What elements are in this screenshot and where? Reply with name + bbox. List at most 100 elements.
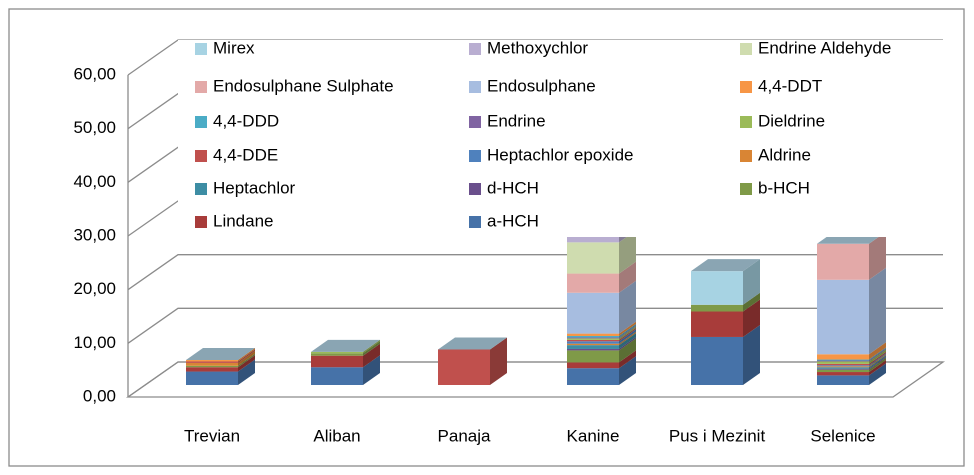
bar-segment <box>567 292 619 334</box>
x-tick-label: Trevian <box>184 426 240 445</box>
legend-label: Methoxychlor <box>487 38 588 57</box>
legend-label: 4,4-DDT <box>758 76 822 95</box>
bar-segment <box>567 368 619 385</box>
bar-segment-side <box>619 350 636 369</box>
legend-label: Heptachlor <box>213 178 296 197</box>
bar-segment <box>817 361 869 364</box>
bar-segment <box>567 343 619 346</box>
bar-segment-side <box>743 259 760 305</box>
bar-segment-side <box>619 321 636 337</box>
bar-segment <box>817 372 869 376</box>
bar-segment <box>567 341 619 344</box>
y-tick-label: 50,00 <box>73 118 116 137</box>
bar-segment-side <box>619 338 636 363</box>
x-tick-label: Panaja <box>438 426 491 445</box>
legend-label: d-HCH <box>487 178 539 197</box>
legend: Mirex Methoxychlor Endrine Aldehyde Endosul… <box>178 38 943 237</box>
bar-segment-side <box>238 355 255 372</box>
bar-top <box>691 259 760 272</box>
bar-segment <box>817 359 869 361</box>
bar-segment <box>817 368 869 370</box>
bar-segment-side <box>619 327 636 342</box>
bar-segment-side <box>619 280 636 334</box>
bar-segment-side <box>238 350 255 366</box>
bar-segment <box>567 345 619 349</box>
bar-segment-side <box>619 336 636 351</box>
bar-segment-side <box>619 329 636 344</box>
bar-segment-side <box>743 324 760 385</box>
bar-segment-side <box>363 355 380 385</box>
legend-swatch <box>469 43 481 55</box>
bar-segment-side <box>869 363 886 385</box>
legend-label: Endrine Aldehyde <box>758 38 891 57</box>
bar-segment <box>817 243 869 280</box>
legend-swatch <box>740 116 752 128</box>
bar-segment-side <box>869 349 886 364</box>
bar-segment <box>567 242 619 274</box>
bar-segment-side <box>619 324 636 338</box>
bar-segment-side <box>363 339 380 354</box>
grid-line <box>127 254 943 291</box>
legend-label: Endosulphane <box>487 76 596 95</box>
bar-segment <box>186 367 238 372</box>
bar-segment <box>691 311 743 337</box>
bar-top <box>438 337 507 350</box>
legend-swatch <box>469 216 481 228</box>
legend-label: Mirex <box>213 38 255 57</box>
legend-label: Lindane <box>213 211 274 230</box>
bar-segment <box>817 354 869 360</box>
bar-segment-side <box>619 325 636 339</box>
bar-segment-side <box>363 341 380 356</box>
bar-segment-side <box>743 292 760 312</box>
bar-segment <box>691 336 743 385</box>
legend-label: 4,4-DDD <box>213 111 279 130</box>
bar-segment-side <box>869 353 886 367</box>
bar-segment <box>567 338 619 340</box>
bar-segment <box>817 369 869 373</box>
legend-label: Endosulphane Sulphate <box>213 76 394 95</box>
legend-label: Endrine <box>487 111 546 130</box>
legend-swatch <box>740 43 752 55</box>
legend-label: Aldrine <box>758 145 811 164</box>
bar-segment <box>186 360 238 362</box>
bar-segment <box>817 363 869 366</box>
grid-line <box>127 361 943 398</box>
legend-swatch <box>195 216 207 228</box>
legend-swatch <box>740 150 752 162</box>
bar-segment-side <box>619 333 636 349</box>
bar-segment <box>186 362 238 366</box>
bar-segment-side <box>869 347 886 361</box>
bar-segment-side <box>869 348 886 362</box>
bar-segment <box>186 361 238 363</box>
bar-segment-side <box>619 261 636 293</box>
legend-swatch <box>740 183 752 195</box>
y-tick-label: 60,00 <box>73 64 116 83</box>
bar-segment-side <box>238 349 255 363</box>
bar-segment-side <box>869 351 886 366</box>
legend-swatch <box>469 116 481 128</box>
bar-segment-side <box>363 343 380 368</box>
bar-segment <box>567 348 619 351</box>
y-tick-label: 10,00 <box>73 333 116 352</box>
grid-line <box>127 307 943 344</box>
bar-segment-side <box>869 357 886 373</box>
x-tick-label: Aliban <box>313 426 360 445</box>
legend-swatch <box>469 81 481 93</box>
bar-segment-side <box>238 348 255 362</box>
bar-segment <box>311 351 363 354</box>
bar-segment <box>817 375 869 385</box>
legend-swatch <box>195 81 207 93</box>
y-tick-label: 20,00 <box>73 279 116 298</box>
bar-segment <box>311 367 363 385</box>
legend-swatch <box>195 43 207 55</box>
legend-swatch <box>195 116 207 128</box>
bar-segment <box>567 333 619 337</box>
y-tick-label: 40,00 <box>73 172 116 191</box>
bar-segment-side <box>490 337 507 385</box>
legend-swatch <box>195 183 207 195</box>
bar-segment-side <box>619 326 636 340</box>
bar-segment-side <box>869 360 886 376</box>
bar-segment-side <box>869 356 886 370</box>
legend-label: a-HCH <box>487 211 539 230</box>
